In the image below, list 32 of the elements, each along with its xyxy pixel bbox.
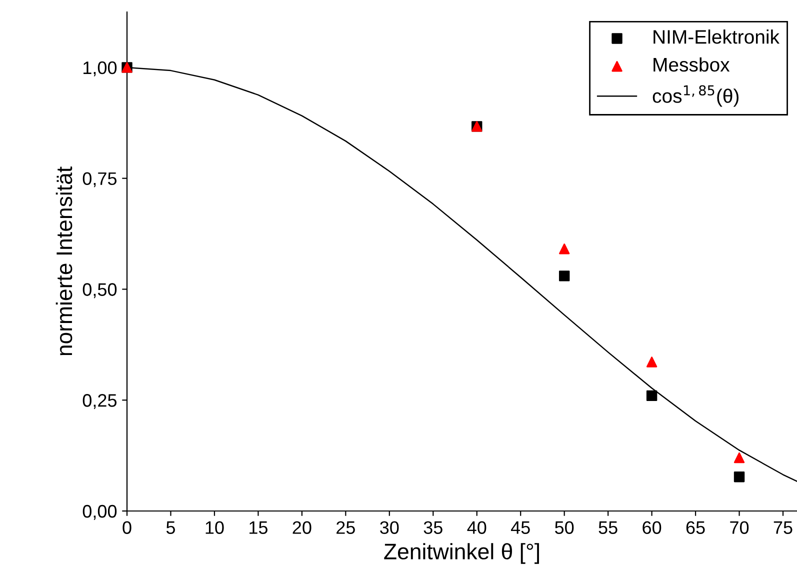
point xyxy=(646,356,658,368)
point xyxy=(734,471,745,482)
x-tick-label: 55 xyxy=(598,521,618,534)
x-tick-label: 50 xyxy=(555,521,574,534)
x-tick-label: 70 xyxy=(730,521,749,534)
y-axis-title: normierte Intensität xyxy=(56,166,72,356)
x-tick-label: 30 xyxy=(380,521,399,534)
x-tick-label: 15 xyxy=(250,521,268,534)
x-tick-label: 45 xyxy=(510,521,530,534)
x-tick-label: 5 xyxy=(166,521,175,534)
x-axis-title: Zenitwinkel θ [°] xyxy=(384,543,539,564)
x-tick-label: 10 xyxy=(206,521,224,534)
y-tick-label: 1,00 xyxy=(84,61,117,76)
x-tick-label: 75 xyxy=(774,521,792,534)
y-tick-label: 0,25 xyxy=(82,394,117,409)
y-tick-label: 0,50 xyxy=(82,283,117,298)
point xyxy=(734,452,745,464)
point xyxy=(646,390,658,402)
point xyxy=(558,244,570,254)
legend-label: Messbox xyxy=(654,57,730,72)
x-tick-label: 60 xyxy=(642,521,662,534)
point xyxy=(558,270,570,282)
x-tick-label: 25 xyxy=(336,521,355,534)
x-tick-label: 35 xyxy=(424,521,442,534)
legend-label: cos$^{1,85}$(θ) xyxy=(652,85,739,107)
y-tick-label: 0,00 xyxy=(82,504,117,520)
legend-label: NIM-Elektronik xyxy=(654,30,780,44)
x-tick-label: 0 xyxy=(122,521,132,534)
y-tick-label: 0,75 xyxy=(82,172,117,188)
x-tick-label: 40 xyxy=(467,521,486,534)
x-tick-label: 65 xyxy=(686,521,705,534)
x-tick-label: 20 xyxy=(292,521,312,534)
